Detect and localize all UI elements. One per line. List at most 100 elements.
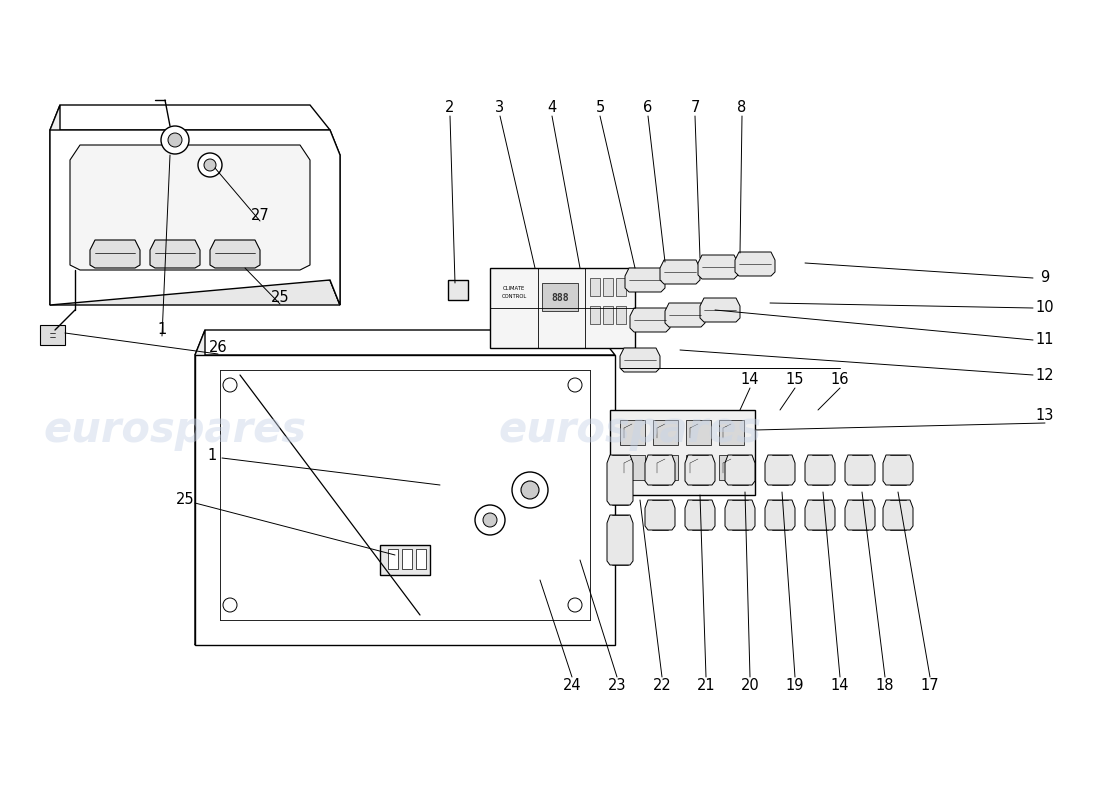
Polygon shape (607, 515, 632, 565)
Text: eurospares: eurospares (43, 409, 307, 451)
Text: 27: 27 (251, 207, 270, 222)
Polygon shape (195, 330, 615, 355)
Text: CLIMATE: CLIMATE (503, 286, 525, 290)
Polygon shape (698, 255, 738, 279)
Text: eurospares: eurospares (498, 409, 761, 451)
Circle shape (168, 133, 182, 147)
Polygon shape (845, 500, 875, 530)
Polygon shape (210, 240, 260, 268)
Text: 18: 18 (876, 678, 894, 693)
Bar (686, 455, 711, 480)
Text: 1: 1 (157, 322, 166, 338)
Bar (616, 278, 626, 296)
Bar (388, 549, 398, 569)
Bar (620, 420, 645, 445)
Text: 888: 888 (551, 293, 569, 303)
Circle shape (512, 472, 548, 508)
Polygon shape (883, 500, 913, 530)
Polygon shape (764, 455, 795, 485)
Bar (616, 306, 626, 324)
Text: 14: 14 (830, 678, 849, 693)
Bar (416, 549, 426, 569)
Circle shape (204, 159, 216, 171)
Text: 12: 12 (1036, 367, 1054, 382)
Text: 3: 3 (495, 101, 505, 115)
Polygon shape (50, 280, 340, 305)
Bar (653, 455, 678, 480)
Polygon shape (90, 240, 140, 268)
Bar (490, 268, 635, 348)
Text: 22: 22 (652, 678, 671, 693)
Text: 1: 1 (208, 447, 217, 462)
Bar (590, 278, 600, 296)
Polygon shape (735, 252, 776, 276)
Polygon shape (764, 500, 795, 530)
Bar (402, 549, 412, 569)
Bar (719, 420, 744, 445)
Bar (653, 420, 678, 445)
Polygon shape (195, 620, 615, 645)
Text: 25: 25 (271, 290, 289, 306)
Polygon shape (50, 130, 340, 305)
Polygon shape (666, 303, 705, 327)
Polygon shape (630, 308, 670, 332)
Text: 16: 16 (830, 373, 849, 387)
Polygon shape (195, 355, 615, 645)
Polygon shape (448, 280, 468, 300)
Text: 14: 14 (740, 373, 759, 387)
Polygon shape (40, 325, 65, 345)
Text: 4: 4 (548, 101, 557, 115)
Polygon shape (805, 500, 835, 530)
Bar (603, 306, 613, 324)
Text: 9: 9 (1041, 270, 1049, 286)
Polygon shape (625, 268, 666, 292)
Text: 21: 21 (696, 678, 715, 693)
Bar (603, 278, 613, 296)
Circle shape (223, 598, 236, 612)
Polygon shape (379, 545, 430, 575)
Polygon shape (50, 105, 60, 305)
Polygon shape (805, 455, 835, 485)
Bar (620, 455, 645, 480)
Polygon shape (883, 455, 913, 485)
Polygon shape (685, 455, 715, 485)
Polygon shape (645, 455, 675, 485)
Text: 10: 10 (1036, 301, 1054, 315)
Text: 19: 19 (785, 678, 804, 693)
Polygon shape (700, 298, 740, 322)
Polygon shape (685, 500, 715, 530)
Text: 25: 25 (176, 493, 195, 507)
Text: 5: 5 (595, 101, 605, 115)
Polygon shape (195, 330, 205, 645)
Bar (590, 306, 600, 324)
Polygon shape (330, 130, 340, 305)
Text: 24: 24 (563, 678, 581, 693)
Text: CONTROL: CONTROL (502, 294, 527, 298)
Circle shape (475, 505, 505, 535)
Text: 8: 8 (737, 101, 747, 115)
Circle shape (568, 378, 582, 392)
Text: 13: 13 (1036, 407, 1054, 422)
Bar (686, 420, 711, 445)
Bar (542, 283, 578, 311)
Circle shape (483, 513, 497, 527)
Text: 2: 2 (446, 101, 454, 115)
Polygon shape (645, 500, 675, 530)
Polygon shape (50, 105, 330, 130)
Polygon shape (845, 455, 875, 485)
Text: 26: 26 (209, 341, 228, 355)
Circle shape (223, 378, 236, 392)
Circle shape (198, 153, 222, 177)
Circle shape (521, 481, 539, 499)
Polygon shape (725, 455, 755, 485)
Bar (719, 455, 744, 480)
Text: 6: 6 (644, 101, 652, 115)
Polygon shape (660, 260, 700, 284)
Text: 7: 7 (691, 101, 700, 115)
Polygon shape (725, 500, 755, 530)
Text: 20: 20 (740, 678, 759, 693)
Bar (610, 410, 755, 495)
Polygon shape (620, 348, 660, 372)
Text: 23: 23 (607, 678, 626, 693)
Polygon shape (607, 455, 632, 505)
